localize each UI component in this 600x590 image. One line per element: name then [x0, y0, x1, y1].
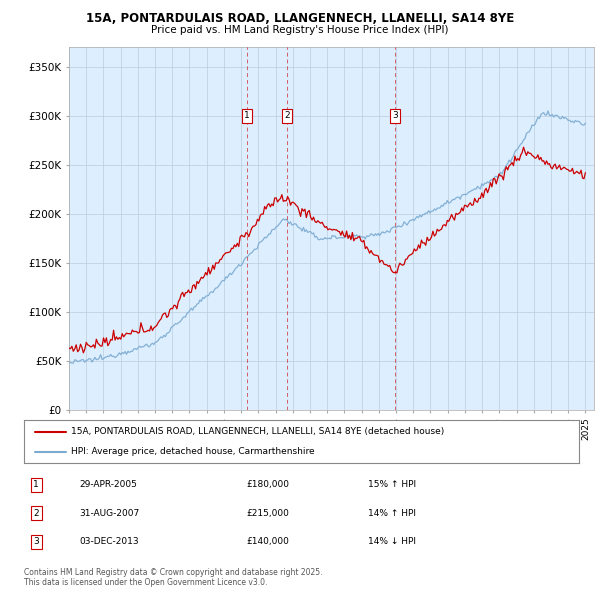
Text: 31-AUG-2007: 31-AUG-2007: [79, 509, 140, 518]
Text: 1: 1: [34, 480, 39, 490]
Text: 29-APR-2005: 29-APR-2005: [79, 480, 137, 490]
Text: £180,000: £180,000: [246, 480, 289, 490]
Text: 15A, PONTARDULAIS ROAD, LLANGENNECH, LLANELLI, SA14 8YE: 15A, PONTARDULAIS ROAD, LLANGENNECH, LLA…: [86, 12, 514, 25]
Text: 1: 1: [244, 112, 250, 120]
Text: 03-DEC-2013: 03-DEC-2013: [79, 537, 139, 546]
Text: 2: 2: [34, 509, 39, 518]
Text: 2: 2: [284, 112, 290, 120]
Text: 14% ↓ HPI: 14% ↓ HPI: [368, 537, 416, 546]
Text: £215,000: £215,000: [246, 509, 289, 518]
Text: 15% ↑ HPI: 15% ↑ HPI: [368, 480, 416, 490]
Text: Price paid vs. HM Land Registry's House Price Index (HPI): Price paid vs. HM Land Registry's House …: [151, 25, 449, 35]
Text: Contains HM Land Registry data © Crown copyright and database right 2025.
This d: Contains HM Land Registry data © Crown c…: [24, 568, 323, 587]
Text: 15A, PONTARDULAIS ROAD, LLANGENNECH, LLANELLI, SA14 8YE (detached house): 15A, PONTARDULAIS ROAD, LLANGENNECH, LLA…: [71, 427, 445, 436]
Text: £140,000: £140,000: [246, 537, 289, 546]
Text: 14% ↑ HPI: 14% ↑ HPI: [368, 509, 416, 518]
Text: HPI: Average price, detached house, Carmarthenshire: HPI: Average price, detached house, Carm…: [71, 447, 315, 456]
Text: 3: 3: [392, 112, 398, 120]
Text: 3: 3: [34, 537, 39, 546]
